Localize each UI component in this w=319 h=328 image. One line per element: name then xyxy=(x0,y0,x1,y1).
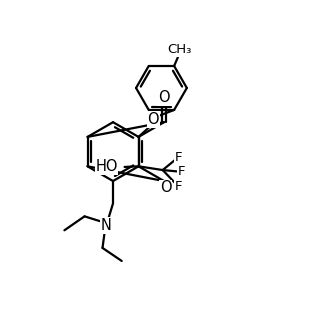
Text: CH₃: CH₃ xyxy=(167,43,192,56)
Text: F: F xyxy=(175,151,182,164)
Text: N: N xyxy=(101,218,112,233)
Text: F: F xyxy=(178,165,186,178)
Text: HO: HO xyxy=(95,159,118,174)
Text: O: O xyxy=(160,180,171,195)
Text: O: O xyxy=(158,90,170,105)
Text: F: F xyxy=(175,180,182,193)
Text: O: O xyxy=(148,112,159,127)
